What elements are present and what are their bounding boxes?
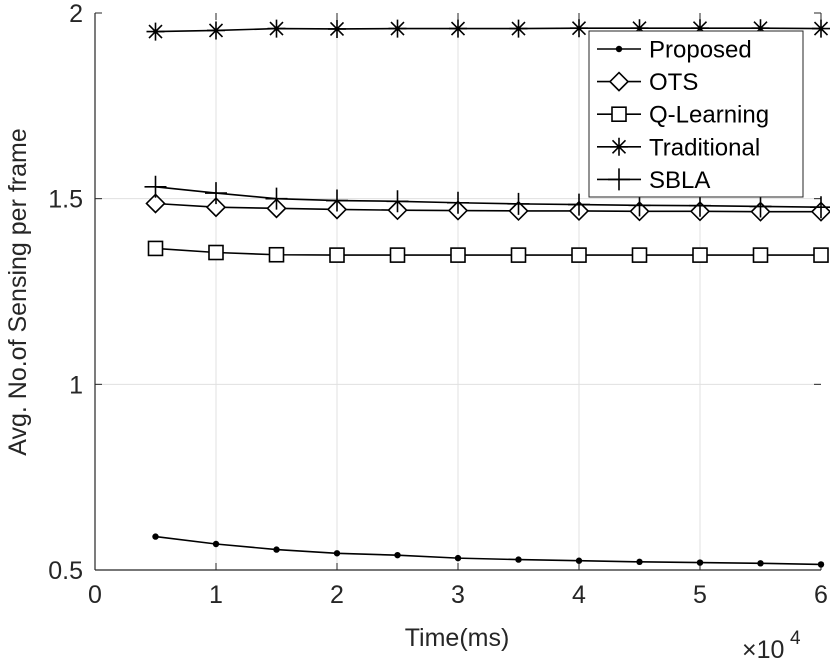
- series-proposed-dot-marker: [273, 546, 280, 553]
- series-q-learning-square-marker: [208, 244, 224, 261]
- series-sbla-plus-marker: [326, 189, 348, 212]
- series-q-learning-square-marker: [147, 240, 164, 257]
- series-sbla-plus-marker: [568, 193, 590, 216]
- series-traditional-asterisk-marker: [751, 19, 770, 38]
- series-sbla-plus-marker: [507, 192, 530, 215]
- series-proposed-dot-marker: [394, 551, 401, 559]
- series-q-learning-square-marker: [268, 246, 285, 263]
- series-proposed-dot-marker: [333, 550, 341, 557]
- legend-proposed-swatch-dot-marker: [615, 45, 623, 53]
- legend-ots-swatch-diamond-marker: [608, 71, 630, 92]
- series-traditional-asterisk-marker: [207, 21, 225, 40]
- legend-sbla-swatch-plus-marker: [608, 168, 630, 191]
- legend-ots-label: OTS: [649, 69, 698, 96]
- series-traditional-asterisk-marker: [691, 19, 709, 38]
- series-group: [144, 19, 830, 568]
- x-tick-label: 2: [330, 581, 344, 609]
- series-sbla-plus-marker: [205, 182, 227, 205]
- series-q-learning-square-marker: [752, 247, 769, 263]
- x-tick-label: 0: [88, 581, 102, 609]
- series-q-learning-square-marker: [389, 247, 406, 263]
- series-q-learning-square-marker: [510, 247, 527, 263]
- x-exponent-base: ×10: [742, 636, 784, 664]
- x-tick-label: 5: [693, 581, 707, 609]
- series-traditional-asterisk-marker: [328, 19, 346, 38]
- x-tick-label: 3: [451, 581, 465, 609]
- series-traditional: [146, 19, 830, 41]
- x-tick-label: 1: [209, 581, 223, 609]
- series-ots-diamond-marker: [145, 193, 166, 214]
- series-traditional-asterisk-marker: [570, 19, 588, 38]
- series-sbla-plus-marker: [447, 191, 469, 214]
- series-traditional-asterisk-marker: [812, 19, 830, 38]
- legend: Proposed OTS Q-Learning Traditional SBLA: [588, 30, 804, 198]
- y-tick-label: 0.5: [48, 557, 83, 585]
- series-sbla-plus-marker: [386, 190, 409, 213]
- series-traditional-asterisk-marker: [449, 19, 467, 38]
- series-q-learning-square-marker: [329, 247, 345, 263]
- series-proposed-dot-marker: [212, 540, 220, 548]
- y-tick-label: 2: [69, 0, 83, 28]
- series-q-learning-square-marker: [450, 247, 466, 263]
- x-tick-label: 6: [814, 581, 828, 609]
- series-sbla: [144, 175, 830, 219]
- series-ots-line: [155, 202, 821, 213]
- series-proposed-dot-marker: [817, 561, 825, 568]
- axes: [94, 12, 822, 571]
- x-tick-label: 4: [572, 581, 586, 609]
- series-q-learning-square-marker: [813, 247, 829, 263]
- series-ots-diamond-marker: [205, 197, 227, 218]
- legend-traditional-label: Traditional: [649, 134, 760, 161]
- y-tick-label: 1: [69, 371, 83, 399]
- series-traditional-asterisk-marker: [509, 19, 528, 38]
- series-sbla-plus-marker: [810, 196, 830, 219]
- series-q-learning: [147, 240, 829, 263]
- series-sbla-plus-marker: [628, 194, 651, 217]
- series-traditional-line: [155, 27, 822, 33]
- series-proposed-dot-marker: [152, 533, 159, 540]
- legend-q-learning-label: Q-Learning: [649, 102, 769, 129]
- series-traditional-asterisk-marker: [267, 19, 286, 38]
- x-exponent-power: 4: [790, 628, 801, 649]
- series-q-learning-square-marker: [571, 247, 587, 263]
- y-axis-label: Avg. No.of Sensing per frame: [4, 128, 32, 456]
- series-proposed-dot-marker: [575, 557, 583, 564]
- series-sbla-plus-marker: [749, 195, 772, 218]
- legend-proposed-label: Proposed: [649, 37, 752, 64]
- series-proposed-dot-marker: [696, 559, 704, 566]
- series-traditional-asterisk-marker: [146, 22, 165, 41]
- series-q-learning-square-marker: [631, 247, 648, 263]
- x-axis-label: Time(ms): [405, 624, 510, 652]
- series-proposed: [152, 533, 825, 568]
- series-q-learning-line: [155, 247, 821, 256]
- tick-labels: 0 1 2 3 4 5 6 0.5 1 1.5 2: [48, 0, 828, 609]
- series-sbla-plus-marker: [689, 194, 711, 217]
- series-proposed-dot-marker: [515, 556, 522, 563]
- legend-sbla-label: SBLA: [649, 167, 710, 194]
- series-proposed-line: [155, 535, 822, 566]
- series-proposed-dot-marker: [636, 558, 643, 566]
- series-sbla-plus-marker: [144, 175, 167, 198]
- series-sbla-plus-marker: [265, 187, 288, 210]
- y-tick-label: 1.5: [48, 186, 83, 214]
- legend-q-learning-swatch-square-marker: [611, 106, 627, 122]
- series-traditional-asterisk-marker: [630, 19, 649, 38]
- series-proposed-dot-marker: [757, 560, 764, 567]
- legend-traditional-swatch-asterisk-marker: [610, 137, 628, 156]
- series-q-learning-square-marker: [692, 247, 708, 263]
- series-proposed-dot-marker: [454, 554, 462, 562]
- series-traditional-asterisk-marker: [388, 19, 407, 38]
